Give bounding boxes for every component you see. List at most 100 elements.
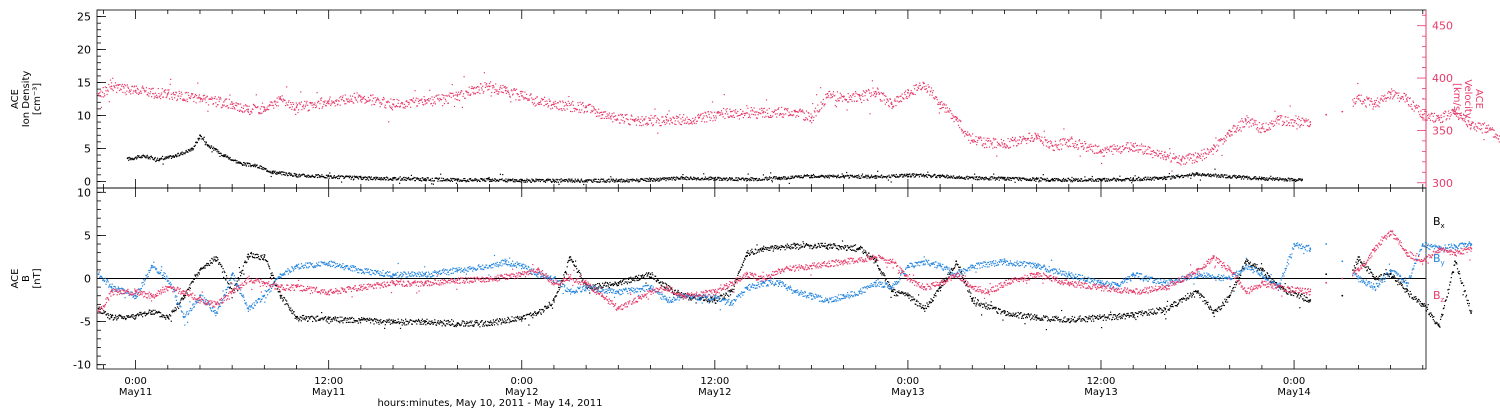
data-point [1038,137,1040,140]
data-point [356,175,358,177]
data-point [1118,151,1120,153]
data-point [151,96,153,98]
data-point [980,177,982,179]
data-point [1013,138,1015,140]
data-point [124,316,126,318]
data-point [782,176,784,178]
y-axis-label-line: ACE [10,89,21,109]
data-point [1231,177,1233,179]
data-point [1146,153,1148,155]
data-point [541,98,543,100]
data-point [768,107,770,109]
data-point [225,275,228,277]
data-point [594,112,596,114]
data-point [116,84,118,86]
data-point [1453,110,1455,112]
data-point [126,84,128,86]
data-point [1199,179,1201,181]
data-point [508,91,510,93]
data-point [1018,176,1020,179]
data-point [1049,140,1051,142]
data-point [218,96,220,98]
data-point [347,101,349,103]
data-point [341,98,343,100]
data-point [461,106,463,108]
data-point [672,177,674,179]
data-point [314,102,316,104]
data-point [630,118,632,120]
data-point [1163,154,1165,156]
data-point [324,100,326,102]
data-point [158,160,160,162]
data-point [421,101,423,103]
data-point [884,103,886,105]
data-point [259,112,261,114]
data-point [263,169,265,171]
data-point [637,180,639,182]
data-point [158,311,161,314]
data-point [1013,145,1015,147]
data-point [911,92,913,94]
data-point [1149,179,1151,181]
data-point [501,87,503,89]
data-point [115,85,117,87]
data-point [883,99,885,101]
data-point [1226,136,1228,138]
data-point [766,109,768,111]
data-point [457,180,459,182]
data-point [1201,159,1203,161]
data-point [986,137,988,139]
data-point [353,178,355,180]
data-point [194,144,196,146]
data-point [811,115,813,117]
data-point [785,178,787,180]
data-point [214,96,216,98]
data-point [1147,146,1149,148]
data-point [1233,131,1236,133]
data-point [1001,142,1003,144]
data-point [1283,178,1285,180]
data-point [1443,115,1445,118]
data-point [1271,178,1273,180]
data-point [233,107,235,109]
data-point [1131,182,1133,184]
data-point [188,94,190,96]
data-point [296,104,298,106]
data-point [793,109,795,112]
data-point [963,177,965,179]
data-point [213,256,215,258]
data-point [647,180,649,182]
data-point [1076,179,1078,181]
data-point [768,116,770,118]
series-point [271,170,274,173]
data-point [1265,179,1267,181]
data-point [867,175,869,177]
data-point [447,102,449,104]
data-point [841,95,843,97]
data-point [1274,179,1276,181]
data-point [762,178,764,180]
data-point [807,112,809,114]
data-point [139,92,141,94]
data-point [801,176,803,179]
data-point [518,179,521,181]
data-point [813,175,815,177]
data-point [1038,179,1040,181]
data-point [198,271,200,274]
data-point [281,99,283,101]
data-point [754,179,757,181]
data-point [912,174,914,177]
data-point [667,119,670,121]
data-point [710,178,712,181]
data-point [849,95,851,97]
data-point [374,97,376,99]
data-point [977,136,979,138]
data-point [980,137,982,139]
data-point [893,105,895,107]
data-point [258,113,260,115]
data-point [330,104,332,106]
data-point [704,111,706,113]
data-point [317,174,320,176]
data-point [308,109,310,111]
